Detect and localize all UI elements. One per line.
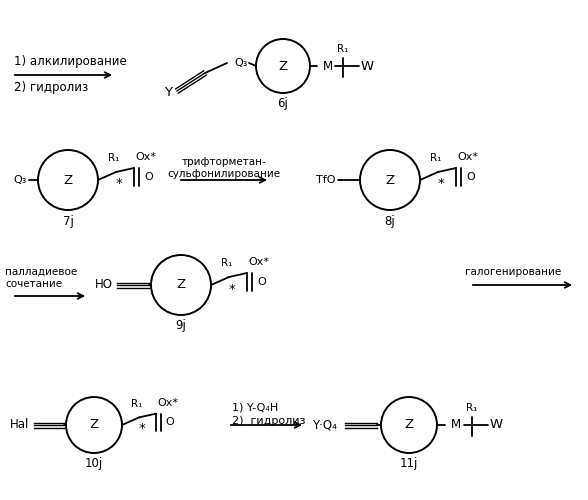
Text: Ox*: Ox* xyxy=(157,398,178,408)
Text: Y: Y xyxy=(164,86,172,100)
Text: Z: Z xyxy=(279,60,288,72)
Text: O: O xyxy=(144,172,153,182)
Text: R₁: R₁ xyxy=(108,153,120,163)
Text: Z: Z xyxy=(386,174,395,186)
Text: O: O xyxy=(166,417,175,427)
Text: R₁: R₁ xyxy=(221,258,233,268)
Text: Y·Q₄: Y·Q₄ xyxy=(312,418,337,432)
Text: галогенирование: галогенирование xyxy=(465,267,562,277)
Text: 1) алкилирование: 1) алкилирование xyxy=(14,54,127,68)
Text: сочетание: сочетание xyxy=(5,279,62,289)
Text: M: M xyxy=(323,60,333,72)
Text: R₁: R₁ xyxy=(466,403,477,413)
Text: R₁: R₁ xyxy=(430,153,442,163)
Text: палладиевое: палладиевое xyxy=(5,267,77,277)
Text: *: * xyxy=(229,282,235,296)
Text: Q₃: Q₃ xyxy=(14,175,26,185)
Text: *: * xyxy=(116,178,122,190)
Text: 10j: 10j xyxy=(85,458,103,470)
Text: 2) гидролиз: 2) гидролиз xyxy=(14,82,88,94)
Text: 8j: 8j xyxy=(385,214,395,228)
Text: *: * xyxy=(139,422,145,436)
Text: TfO: TfO xyxy=(316,175,336,185)
Text: Ox*: Ox* xyxy=(248,257,269,267)
Text: 6j: 6j xyxy=(278,96,289,110)
Text: O: O xyxy=(466,172,475,182)
Text: 1) Y-Q₄H: 1) Y-Q₄H xyxy=(232,403,278,413)
Text: R₁: R₁ xyxy=(131,399,143,409)
Text: сульфонилирование: сульфонилирование xyxy=(168,169,280,179)
Text: трифторметан-: трифторметан- xyxy=(182,157,266,167)
Text: 7j: 7j xyxy=(62,214,74,228)
Text: W: W xyxy=(490,418,503,432)
Text: Hal: Hal xyxy=(10,418,29,432)
Text: 11j: 11j xyxy=(400,458,418,470)
Text: HO: HO xyxy=(95,278,113,291)
Text: 2)  гидролиз: 2) гидролиз xyxy=(232,416,306,426)
Text: Q₃: Q₃ xyxy=(234,58,248,68)
Text: Z: Z xyxy=(176,278,186,291)
Text: Ox*: Ox* xyxy=(135,152,156,162)
Text: R₁: R₁ xyxy=(338,44,349,54)
Text: Z: Z xyxy=(405,418,413,432)
Text: W: W xyxy=(361,60,374,72)
Text: Z: Z xyxy=(89,418,99,432)
Text: Ox*: Ox* xyxy=(457,152,478,162)
Text: M: M xyxy=(451,418,461,432)
Text: 9j: 9j xyxy=(176,320,186,332)
Text: *: * xyxy=(437,178,445,190)
Text: O: O xyxy=(257,277,266,287)
Text: Z: Z xyxy=(64,174,72,186)
